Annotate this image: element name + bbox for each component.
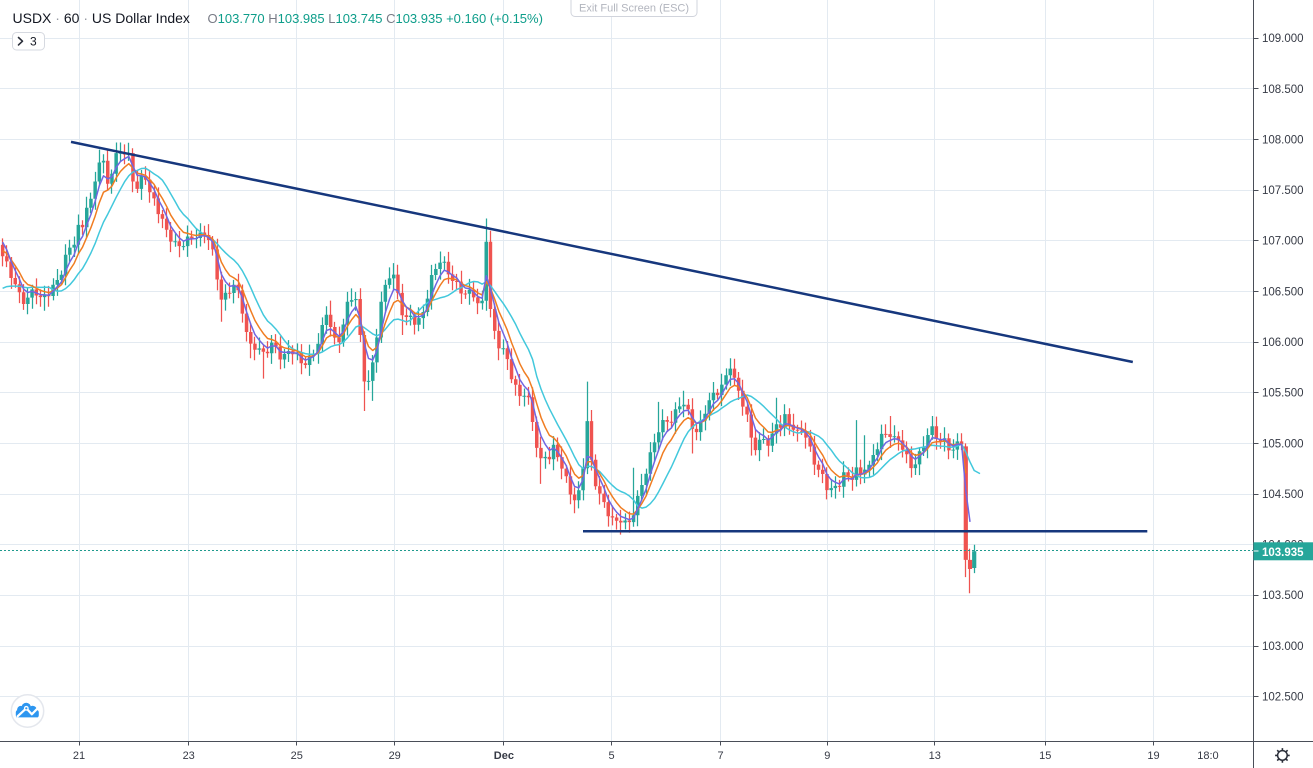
svg-text:25: 25 — [291, 750, 303, 762]
svg-text:106.000: 106.000 — [1262, 337, 1304, 349]
svg-text:Exit Full Screen (ESC): Exit Full Screen (ESC) — [579, 3, 689, 15]
svg-text:103.935: 103.935 — [1262, 547, 1304, 559]
svg-text:103.000: 103.000 — [1262, 641, 1304, 653]
svg-text:105.000: 105.000 — [1262, 438, 1304, 450]
svg-text:103.500: 103.500 — [1262, 590, 1304, 602]
svg-text:23: 23 — [183, 750, 195, 762]
svg-text:Dec: Dec — [494, 750, 514, 762]
svg-text:108.500: 108.500 — [1262, 84, 1304, 96]
svg-text:106.500: 106.500 — [1262, 286, 1304, 298]
svg-text:15: 15 — [1039, 750, 1051, 762]
svg-text:3: 3 — [30, 35, 37, 49]
svg-text:107.500: 107.500 — [1262, 185, 1304, 197]
svg-text:102.500: 102.500 — [1262, 692, 1304, 704]
svg-text:21: 21 — [73, 750, 85, 762]
svg-text:9: 9 — [824, 750, 830, 762]
svg-text:108.000: 108.000 — [1262, 134, 1304, 146]
svg-text:104.500: 104.500 — [1262, 489, 1304, 501]
svg-text:29: 29 — [389, 750, 401, 762]
svg-text:105.500: 105.500 — [1262, 388, 1304, 400]
svg-text:O103.770 H103.985 L103.745 C10: O103.770 H103.985 L103.745 C103.935 +0.1… — [208, 11, 543, 26]
svg-text:109.000: 109.000 — [1262, 33, 1304, 45]
svg-text:107.000: 107.000 — [1262, 236, 1304, 248]
svg-text:13: 13 — [929, 750, 941, 762]
svg-text:5: 5 — [609, 750, 615, 762]
svg-text:18:00: 18:00 — [1197, 750, 1225, 762]
svg-text:USDX · 60 · US Dollar Index: USDX · 60 · US Dollar Index — [13, 10, 190, 26]
svg-text:7: 7 — [717, 750, 723, 762]
svg-text:19: 19 — [1147, 750, 1159, 762]
